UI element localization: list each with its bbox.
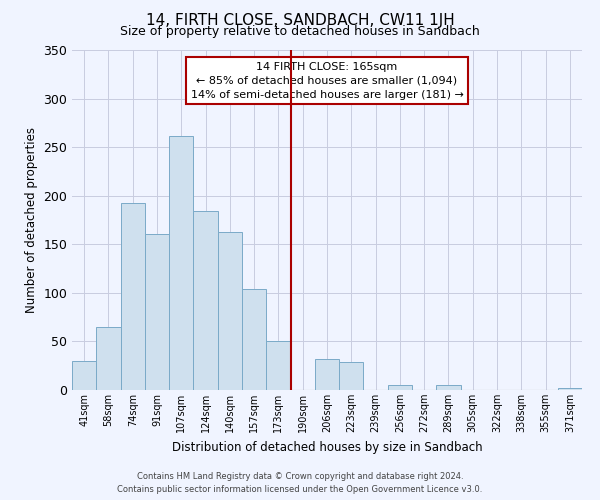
Y-axis label: Number of detached properties: Number of detached properties	[25, 127, 38, 313]
Bar	[218, 232, 242, 390]
Bar	[242, 289, 266, 390]
Bar	[266, 342, 290, 390]
Bar	[193, 212, 218, 390]
Bar	[169, 136, 193, 390]
Bar	[436, 385, 461, 390]
X-axis label: Distribution of detached houses by size in Sandbach: Distribution of detached houses by size …	[172, 440, 482, 454]
Bar	[72, 361, 96, 390]
Text: Size of property relative to detached houses in Sandbach: Size of property relative to detached ho…	[120, 25, 480, 38]
Bar	[558, 388, 582, 390]
Bar	[388, 385, 412, 390]
Bar	[339, 362, 364, 390]
Text: 14, FIRTH CLOSE, SANDBACH, CW11 1JH: 14, FIRTH CLOSE, SANDBACH, CW11 1JH	[146, 12, 454, 28]
Text: 14 FIRTH CLOSE: 165sqm
← 85% of detached houses are smaller (1,094)
14% of semi-: 14 FIRTH CLOSE: 165sqm ← 85% of detached…	[191, 62, 463, 100]
Text: Contains HM Land Registry data © Crown copyright and database right 2024.
Contai: Contains HM Land Registry data © Crown c…	[118, 472, 482, 494]
Bar	[121, 202, 145, 390]
Bar	[315, 359, 339, 390]
Bar	[96, 327, 121, 390]
Bar	[145, 234, 169, 390]
